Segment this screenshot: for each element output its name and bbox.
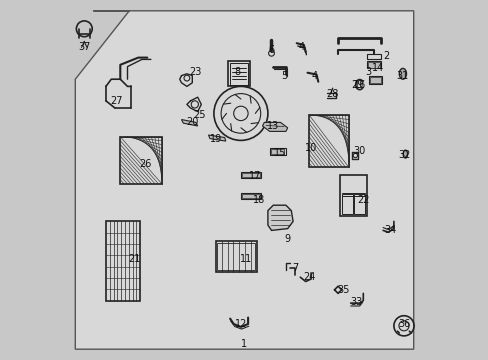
Text: 36: 36	[398, 319, 410, 329]
Text: 12: 12	[234, 319, 246, 329]
Polygon shape	[262, 122, 287, 131]
Polygon shape	[267, 205, 292, 230]
Text: 9: 9	[284, 234, 290, 244]
Bar	[241, 194, 259, 198]
Bar	[241, 172, 260, 178]
Text: 6: 6	[268, 45, 274, 55]
Ellipse shape	[399, 68, 406, 79]
Text: 13: 13	[266, 121, 279, 131]
Text: 4: 4	[299, 42, 305, 52]
Text: 28: 28	[326, 89, 338, 99]
Bar	[120, 137, 162, 184]
Text: 15: 15	[274, 148, 286, 158]
Polygon shape	[75, 11, 413, 349]
Text: 24: 24	[303, 272, 315, 282]
Text: 16: 16	[353, 80, 365, 90]
Text: 5: 5	[281, 71, 286, 81]
Text: 7: 7	[291, 263, 297, 273]
Bar	[341, 194, 352, 214]
Text: 22: 22	[356, 195, 369, 205]
Polygon shape	[181, 120, 197, 126]
Text: 21: 21	[128, 254, 141, 264]
Text: 19: 19	[209, 134, 222, 144]
Text: 10: 10	[305, 143, 317, 153]
Bar	[354, 194, 365, 214]
Ellipse shape	[403, 150, 407, 158]
Bar	[228, 61, 249, 86]
Text: 8: 8	[234, 67, 240, 77]
Text: 4: 4	[311, 71, 317, 81]
Text: 30: 30	[353, 146, 365, 156]
Bar	[241, 173, 259, 177]
Text: 27: 27	[110, 96, 122, 106]
Text: 14: 14	[371, 63, 383, 73]
Text: 20: 20	[186, 117, 198, 127]
Text: 34: 34	[384, 225, 396, 235]
Text: 2: 2	[383, 51, 389, 61]
Bar	[269, 148, 285, 155]
Text: 25: 25	[193, 110, 205, 120]
Bar	[339, 175, 366, 216]
Text: 31: 31	[396, 71, 408, 81]
Text: 23: 23	[189, 67, 202, 77]
Bar	[241, 193, 260, 199]
Text: 29: 29	[351, 80, 364, 90]
Bar	[309, 115, 348, 167]
Text: 1: 1	[241, 339, 247, 349]
Text: 11: 11	[240, 254, 252, 264]
Bar	[367, 62, 380, 68]
Polygon shape	[208, 135, 225, 141]
Bar	[230, 63, 247, 85]
Bar	[215, 241, 257, 272]
Text: 35: 35	[337, 285, 349, 295]
Bar	[366, 54, 381, 59]
Bar	[106, 221, 140, 301]
Text: 32: 32	[398, 150, 410, 160]
Bar	[366, 61, 381, 68]
Bar	[369, 77, 381, 83]
Text: 37: 37	[78, 42, 90, 52]
Text: 17: 17	[248, 171, 261, 181]
Text: 33: 33	[349, 297, 362, 307]
Bar	[368, 76, 382, 84]
Text: 26: 26	[139, 159, 151, 169]
Text: 18: 18	[252, 195, 264, 205]
Text: 3: 3	[365, 67, 371, 77]
Bar	[270, 149, 284, 154]
Bar	[217, 243, 255, 270]
